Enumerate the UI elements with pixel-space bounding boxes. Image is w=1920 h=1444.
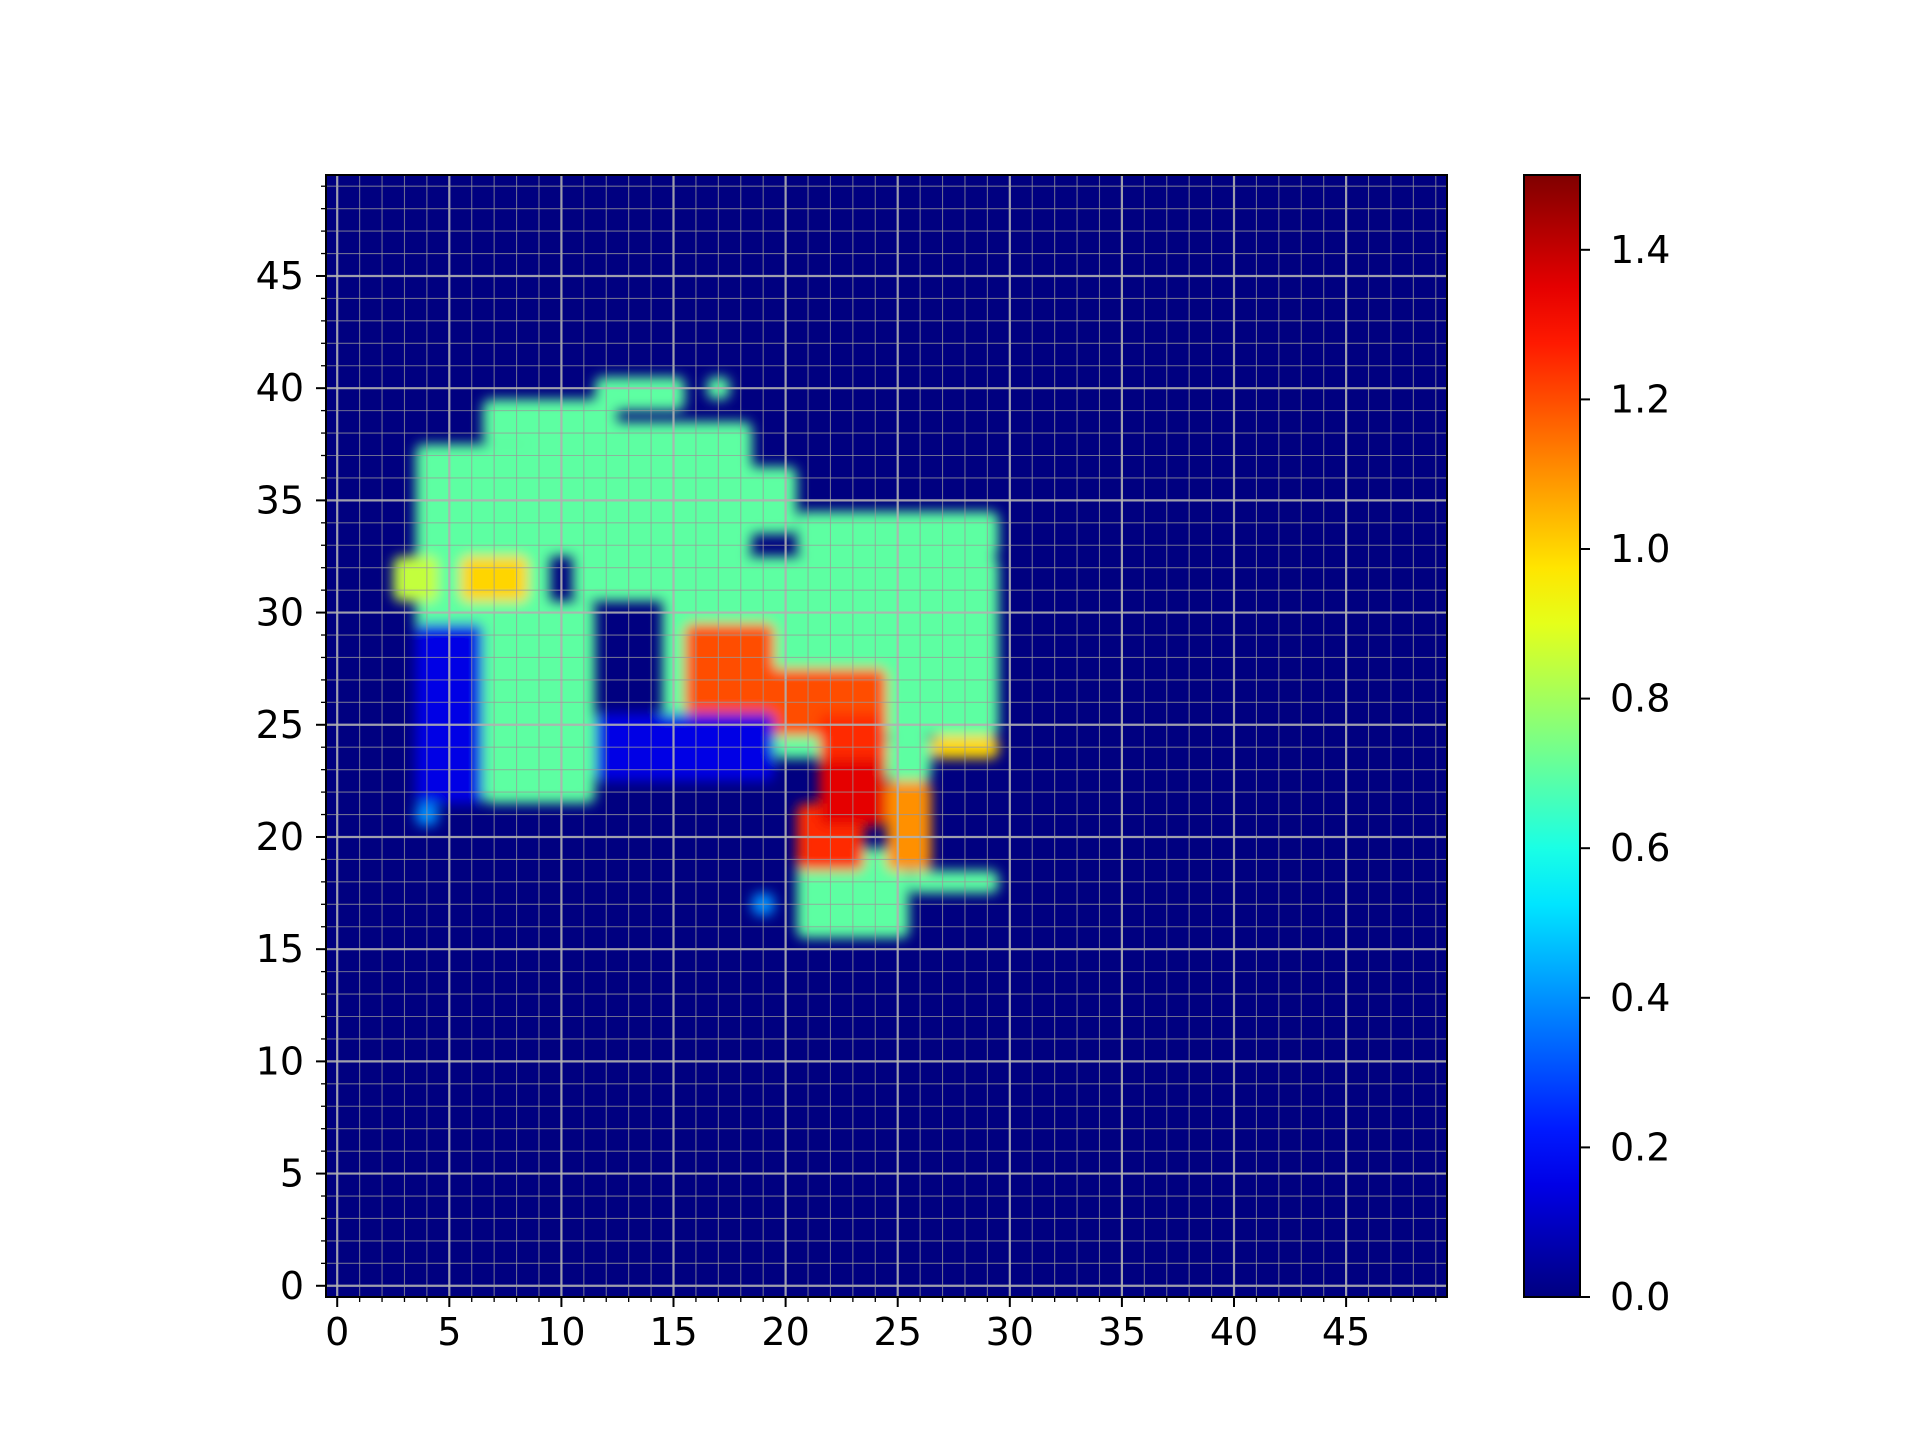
y-tick-label: 35 [256,478,304,522]
x-tick-label: 25 [874,1310,922,1354]
x-tick-label: 0 [325,1310,349,1354]
colorbar-tick-label: 0.0 [1610,1275,1670,1319]
x-tick-label: 5 [437,1310,461,1354]
x-tick-label: 20 [761,1310,809,1354]
x-tick-label: 15 [649,1310,697,1354]
colorbar-tick-label: 0.6 [1610,826,1670,870]
axis-ticks [316,185,1437,1307]
plot-area: 0 5 10 15 20 25 30 35 40 45 0 5 10 15 20 25 30 35 40 45 [256,174,1448,1354]
colorbar-gradient [1524,175,1580,1297]
x-tick-label: 40 [1210,1310,1258,1354]
colorbar-tick-label: 1.0 [1610,527,1670,571]
grid [326,175,1447,1297]
y-tick-label: 40 [256,366,304,410]
colorbar-tick-label: 1.2 [1610,377,1670,421]
heatmap-region [886,736,932,781]
colorbar-tick-label: 0.4 [1610,976,1670,1020]
y-tick-label: 15 [256,927,304,971]
colorbar-tick-label: 1.4 [1610,228,1670,272]
plot-frame [325,174,1448,1298]
y-tick-label: 45 [256,254,304,298]
heatmap-region [393,556,439,602]
y-tick-label: 5 [280,1152,304,1196]
heatmap-region [595,376,685,411]
y-tick-label: 25 [256,703,304,747]
x-tick-label: 35 [1098,1310,1146,1354]
y-tick-label: 30 [256,591,304,635]
x-tick-label: 45 [1322,1310,1370,1354]
y-tick-label: 10 [256,1039,304,1083]
x-tick-label: 30 [986,1310,1034,1354]
colorbar-frame [1523,174,1581,1298]
y-tick-label: 0 [280,1264,304,1308]
heatmap-region [886,780,932,871]
x-tick-label: 10 [537,1310,585,1354]
colorbar: 0.0 0.2 0.4 0.6 0.8 1.0 1.2 1.4 [1523,174,1670,1319]
y-tick-label: 20 [256,815,304,859]
colorbar-tick-label: 0.8 [1610,677,1670,721]
colorbar-tick-label: 0.2 [1610,1125,1670,1169]
